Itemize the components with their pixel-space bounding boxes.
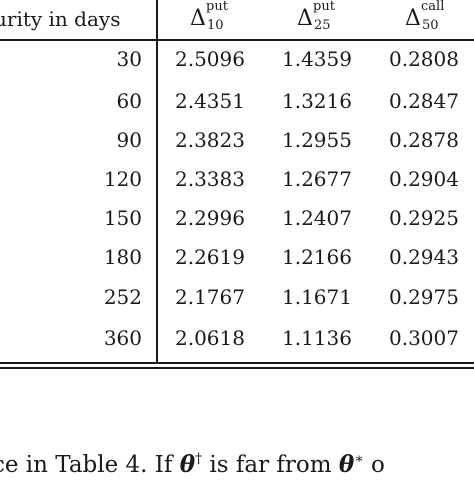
delta-sup: put [313,0,335,14]
header-maturity: urity in days [0,7,121,31]
cell-delta-25: 1.2407 [282,206,352,230]
delta-symbol: Δ [297,6,313,31]
cell-delta-50: 0.3007 [389,326,459,350]
cell-days: 60 [116,89,142,113]
column-divider [156,0,158,362]
cell-delta-50: 0.2878 [389,128,459,152]
cell-days: 90 [116,128,142,152]
cell-days: 150 [103,206,142,230]
delta-sub: 50 [422,18,439,33]
cell-delta-10: 2.5096 [175,47,245,71]
delta-sub: 10 [207,18,224,33]
cell-delta-25: 1.2166 [282,245,352,269]
cell-delta-25: 1.1671 [282,285,352,309]
cell-delta-50: 0.2925 [389,206,459,230]
cell-delta-25: 1.1136 [282,326,352,350]
cell-delta-50: 0.2808 [389,47,459,71]
dagger-superscript: † [195,451,203,467]
cell-delta-10: 2.3823 [175,128,245,152]
text-fragment: o [363,452,385,478]
cell-delta-10: 2.4351 [175,89,245,113]
star-superscript: ∗ [354,451,364,467]
cell-days: 252 [103,285,142,309]
theta-symbol: θ [338,451,355,478]
cell-delta-10: 2.3383 [175,167,245,191]
cell-delta-25: 1.2677 [282,167,352,191]
cell-delta-10: 2.2996 [175,206,245,230]
cell-delta-10: 2.0618 [175,326,245,350]
cell-delta-50: 0.2943 [389,245,459,269]
delta-sup: call [421,0,445,14]
bottom-rule-1 [0,362,474,364]
header-rule [0,39,474,41]
body-text-line: ce in Table 4. If θ† is far from θ∗ o [0,444,385,480]
cell-delta-50: 0.2904 [389,167,459,191]
cell-delta-50: 0.2847 [389,89,459,113]
theta-symbol: θ [179,451,196,478]
cell-days: 120 [103,167,142,191]
delta-symbol: Δ [190,6,206,31]
cell-delta-10: 2.1767 [175,285,245,309]
delta-sub: 25 [314,18,331,33]
delta-sup: put [206,0,228,14]
bottom-rule-2 [0,367,474,369]
cell-delta-25: 1.4359 [282,47,352,71]
cell-delta-50: 0.2975 [389,285,459,309]
cell-days: 180 [103,245,142,269]
cell-delta-10: 2.2619 [175,245,245,269]
text-fragment: ce in Table 4. If [0,452,180,478]
text-fragment: is far from [202,452,339,478]
delta-symbol: Δ [405,6,421,31]
cell-days: 360 [103,326,142,350]
cell-delta-25: 1.2955 [282,128,352,152]
cell-delta-25: 1.3216 [282,89,352,113]
cell-days: 30 [116,47,142,71]
